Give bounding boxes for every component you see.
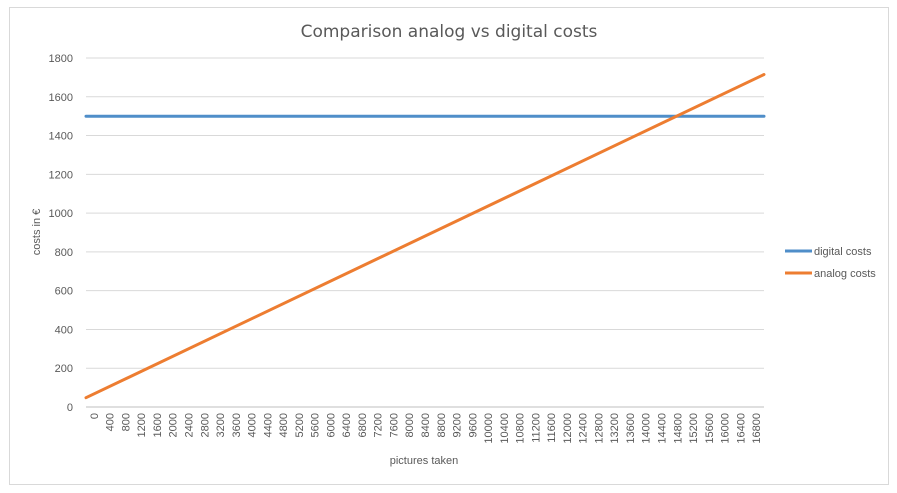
gridlines [86, 57, 764, 408]
x-tick-label: 14000 [641, 413, 653, 444]
x-tick-label: 6400 [341, 413, 353, 437]
x-tick-label: 400 [105, 413, 117, 431]
x-tick-label: 5600 [310, 413, 322, 437]
x-tick-label: 14400 [657, 413, 669, 444]
x-tick-label: 14800 [672, 413, 684, 444]
x-tick-label: 9600 [467, 413, 479, 437]
x-tick-label: 9200 [452, 413, 464, 437]
x-tick-label: 2400 [183, 413, 195, 437]
x-tick-label: 11200 [530, 413, 542, 443]
x-tick-label: 6000 [325, 413, 337, 437]
x-axis-title: pictures taken [390, 455, 458, 467]
x-tick-label: 6800 [357, 413, 369, 437]
x-tick-label: 2800 [199, 413, 211, 437]
x-tick-label: 4800 [278, 413, 290, 437]
y-tick-label: 200 [55, 363, 73, 375]
x-tick-label: 2000 [168, 413, 180, 437]
x-tick-label: 1200 [136, 413, 148, 437]
x-tick-label: 800 [120, 413, 132, 431]
x-tick-label: 15200 [688, 413, 700, 444]
x-tick-label: 12400 [578, 413, 590, 444]
y-axis-ticks: 0 200 400 600 800 1000 1200 1400 1600 1800 [49, 53, 73, 414]
x-tick-label: 10400 [499, 413, 511, 444]
x-tick-label: 3200 [215, 413, 227, 437]
x-tick-label: 13200 [609, 413, 621, 444]
y-tick-label: 1400 [49, 131, 73, 143]
x-tick-label: 10800 [515, 413, 527, 444]
x-tick-label: 8400 [420, 413, 432, 437]
y-tick-label: 0 [67, 402, 73, 414]
x-tick-label: 0 [89, 413, 101, 419]
x-tick-label: 8800 [436, 413, 448, 437]
legend: digital costs analog costs [785, 246, 876, 280]
x-tick-label: 4000 [247, 413, 259, 437]
x-tick-label: 16800 [751, 413, 763, 444]
x-tick-label: 13600 [625, 413, 637, 444]
y-tick-label: 1200 [49, 169, 73, 181]
y-tick-label: 400 [55, 324, 73, 336]
y-tick-label: 800 [55, 247, 73, 259]
x-tick-label: 12800 [593, 413, 605, 444]
y-tick-label: 600 [55, 286, 73, 298]
x-axis-ticks: 0 400 800 1200 1600 2000 2400 2800 3200 3600 4000 4… [89, 413, 763, 444]
x-tick-label: 5200 [294, 413, 306, 437]
x-tick-label: 4400 [262, 413, 274, 437]
legend-label: digital costs [814, 246, 872, 258]
x-tick-label: 3600 [231, 413, 243, 437]
x-tick-label: 1600 [152, 413, 164, 437]
series-lines [84, 73, 766, 400]
y-tick-label: 1800 [49, 53, 73, 65]
chart-frame [9, 7, 889, 485]
x-tick-label: 8000 [404, 413, 416, 437]
x-tick-label: 15600 [704, 413, 716, 444]
x-tick-label: 10000 [483, 413, 495, 444]
x-tick-label: 7200 [373, 413, 385, 437]
y-tick-label: 1000 [49, 208, 73, 220]
x-tick-label: 11600 [546, 413, 558, 443]
y-tick-label: 1600 [49, 92, 73, 104]
x-tick-label: 12000 [562, 413, 574, 444]
x-tick-label: 16400 [735, 413, 747, 444]
series-line-analog-costs [84, 73, 766, 400]
x-tick-label: 7600 [388, 413, 400, 437]
chart-title: Comparison analog vs digital costs [301, 22, 598, 42]
legend-label: analog costs [814, 268, 876, 280]
y-axis-title: costs in € [31, 209, 43, 255]
x-tick-label: 16000 [720, 413, 732, 444]
